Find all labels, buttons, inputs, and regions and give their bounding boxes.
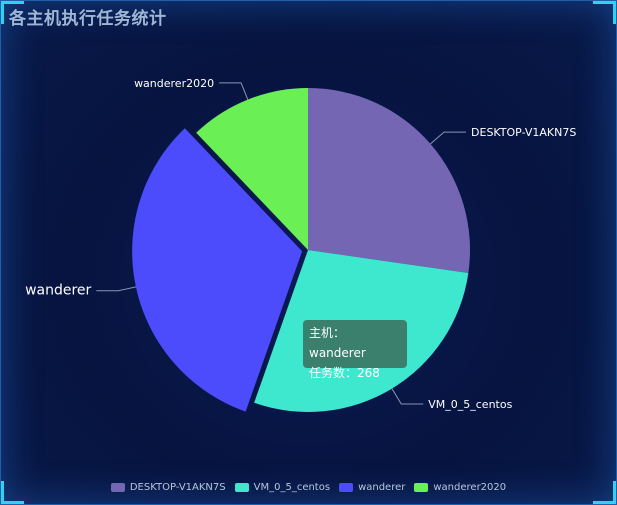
corner-decoration-bottom-left bbox=[1, 481, 24, 504]
chart-title: 各主机执行任务统计 bbox=[9, 9, 167, 29]
pie-slice-wanderer[interactable] bbox=[132, 128, 303, 412]
legend-label: wanderer bbox=[358, 482, 406, 493]
label-line-0 bbox=[430, 131, 467, 145]
corner-decoration-bottom-right bbox=[593, 481, 616, 504]
chart-legend: DESKTOP-V1AKN7S VM_0_5_centos wanderer wand… bbox=[0, 482, 617, 493]
pie-slice-desktop-v1akn7s[interactable] bbox=[308, 88, 471, 274]
chart-tooltip: 主机：wanderer 任务数：268 bbox=[303, 320, 407, 380]
legend-swatch bbox=[339, 483, 354, 492]
slice-label: wanderer bbox=[25, 283, 91, 299]
legend-item[interactable]: wanderer2020 bbox=[414, 482, 506, 493]
legend-label: DESKTOP-V1AKN7S bbox=[129, 482, 226, 493]
tooltip-count-line: 任务数：268 bbox=[309, 366, 380, 380]
label-line-1 bbox=[391, 388, 424, 405]
legend-item[interactable]: VM_0_5_centos bbox=[234, 482, 331, 493]
legend-label: wanderer2020 bbox=[433, 482, 507, 493]
legend-swatch bbox=[110, 483, 125, 492]
label-line-3 bbox=[219, 82, 249, 100]
legend-item[interactable]: DESKTOP-V1AKN7S bbox=[110, 482, 226, 493]
slice-label: wanderer2020 bbox=[134, 77, 214, 90]
corner-decoration-top-right bbox=[593, 1, 616, 24]
slice-label: DESKTOP-V1AKN7S bbox=[471, 126, 576, 139]
legend-swatch bbox=[414, 483, 429, 492]
legend-label: VM_0_5_centos bbox=[253, 482, 331, 493]
label-line-2 bbox=[96, 286, 137, 292]
legend-swatch bbox=[234, 483, 249, 492]
tooltip-host-line: 主机：wanderer bbox=[309, 326, 366, 360]
corner-decoration-top-left bbox=[1, 1, 24, 24]
slice-label: VM_0_5_centos bbox=[428, 398, 512, 411]
pie-slice-wanderer2020[interactable] bbox=[196, 88, 308, 250]
legend-item[interactable]: wanderer bbox=[339, 482, 405, 493]
